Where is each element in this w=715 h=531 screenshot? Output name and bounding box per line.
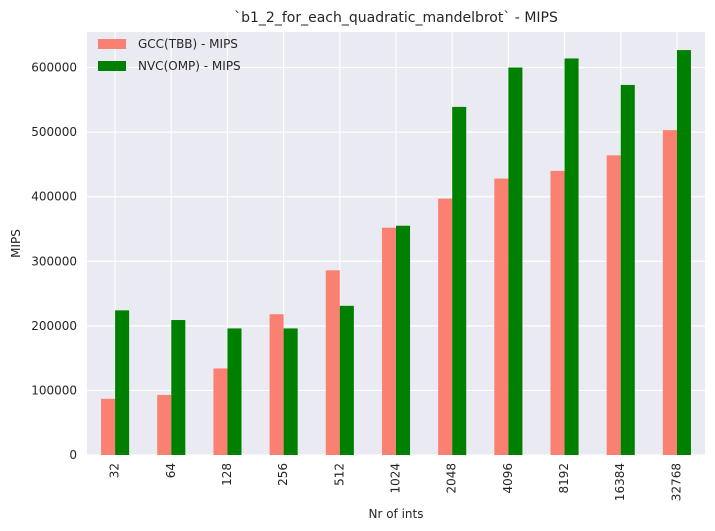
x-tick-label: 1024 (389, 463, 403, 494)
x-tick-label: 8192 (557, 463, 571, 494)
bar-nvc (396, 225, 411, 455)
bar-gcc (662, 130, 677, 455)
y-tick-label: 300000 (31, 254, 77, 268)
bar-nvc (227, 328, 242, 455)
y-tick-label: 0 (69, 448, 77, 462)
bar-nvc (283, 328, 298, 455)
x-axis-label: Nr of ints (368, 507, 423, 521)
x-tick-label: 32768 (669, 463, 683, 501)
bar-gcc (213, 368, 228, 455)
legend-swatch-nvc (98, 61, 126, 71)
bars (101, 50, 691, 456)
y-tick-label: 200000 (31, 319, 77, 333)
x-tick-label: 256 (276, 463, 290, 486)
x-tick-label: 32 (108, 463, 122, 478)
legend-label-gcc: GCC(TBB) - MIPS (138, 37, 238, 51)
y-tick-label: 500000 (31, 125, 77, 139)
bar-gcc (606, 155, 621, 456)
y-tick-label: 600000 (31, 61, 77, 75)
bar-nvc (115, 310, 130, 455)
bar-gcc (438, 198, 453, 455)
bar-gcc (381, 227, 396, 455)
bar-nvc (676, 50, 691, 455)
legend-swatch-gcc (98, 39, 126, 49)
x-tick-labels: 32 64 128 256 512 1024 2048 4096 8192 16384 32768 (108, 463, 684, 501)
y-tick-labels: 0 100000 200000 300000 400000 500000 600000 (31, 61, 77, 462)
bar-gcc (157, 394, 172, 455)
bar-gcc (269, 314, 284, 455)
bar-nvc (452, 106, 467, 456)
legend-label-nvc: NVC(OMP) - MIPS (138, 59, 241, 73)
x-tick-label: 64 (164, 463, 178, 478)
y-tick-label: 100000 (31, 383, 77, 397)
bar-gcc (550, 170, 565, 455)
bar-gcc (325, 270, 340, 455)
chart-title: `b1_2_for_each_quadratic_mandelbrot` - M… (234, 10, 558, 26)
bar-nvc (171, 320, 186, 455)
x-tick-label: 512 (332, 463, 346, 486)
legend: GCC(TBB) - MIPS NVC(OMP) - MIPS (98, 37, 241, 73)
x-tick-label: 16384 (613, 463, 627, 501)
x-tick-label: 128 (220, 463, 234, 486)
bar-nvc (508, 67, 523, 456)
bar-nvc (620, 84, 635, 456)
bar-nvc (339, 305, 354, 455)
bar-gcc (101, 398, 116, 455)
x-tick-label: 2048 (445, 463, 459, 494)
bar-gcc (494, 178, 509, 456)
y-tick-label: 400000 (31, 190, 77, 204)
bar-nvc (564, 58, 579, 455)
y-axis-label: MIPS (9, 229, 23, 258)
x-tick-label: 4096 (501, 463, 515, 494)
